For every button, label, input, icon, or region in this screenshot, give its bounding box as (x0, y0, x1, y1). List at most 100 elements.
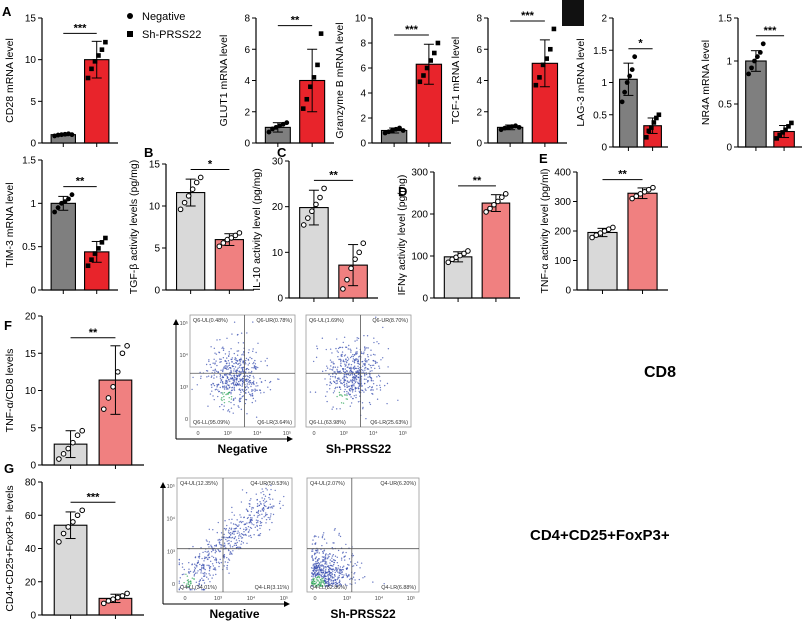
flow-event (203, 582, 206, 584)
flow-event (255, 351, 257, 354)
flow-event (263, 391, 265, 394)
flow-event (367, 386, 369, 389)
flow-event (352, 565, 355, 567)
flow-event (220, 392, 222, 394)
data-point (79, 427, 86, 434)
flow-event (387, 348, 390, 350)
flow-event (235, 362, 237, 364)
flow-event (370, 380, 373, 382)
data-point (495, 198, 501, 205)
flow-event (235, 381, 237, 383)
flow-event (187, 585, 190, 588)
flow-event (329, 553, 331, 555)
flow-event (261, 509, 264, 511)
flow-event (323, 560, 325, 562)
flow-event (344, 368, 346, 370)
flow-event (375, 316, 377, 318)
flow-event (336, 382, 339, 384)
flow-event (347, 348, 349, 350)
flow-event (223, 536, 225, 538)
y-axis-label: NR4A mRNA level (700, 40, 712, 125)
flow-event (240, 391, 242, 393)
data-point (649, 125, 654, 130)
flow-event (222, 393, 224, 395)
y-tick-label: 0.5 (22, 242, 36, 253)
flow-event (334, 366, 337, 368)
flow-event (336, 562, 339, 564)
flow-event (245, 526, 247, 529)
flow-sample-label: Negative (209, 607, 259, 621)
y-axis-label: IL-10 activity level (pg/mg) (251, 168, 263, 291)
data-point (498, 127, 504, 133)
flow-event (353, 354, 356, 356)
flow-event (332, 361, 334, 363)
data-point (465, 248, 471, 254)
flow-event (337, 347, 340, 350)
flow-event (188, 568, 190, 570)
flow-event (324, 576, 326, 578)
flow-event (319, 563, 321, 565)
flow-event (331, 546, 333, 549)
flow-event (259, 377, 261, 380)
flow-event (238, 532, 240, 534)
data-point (110, 383, 116, 390)
flow-event (336, 556, 339, 558)
y-tick-label: 300 (554, 197, 571, 208)
flow-event (357, 358, 359, 361)
data-point (220, 240, 227, 246)
flow-event (237, 530, 239, 532)
flow-event (248, 383, 250, 385)
flow-event (247, 351, 250, 354)
flow-event (347, 364, 350, 366)
flow-event (270, 513, 272, 515)
flow-event (323, 579, 326, 581)
flow-event (264, 379, 266, 382)
flow-event (327, 576, 330, 578)
flow-event (347, 358, 350, 360)
flow-event (355, 376, 357, 378)
flow-event (234, 370, 237, 373)
data-point (509, 124, 515, 129)
bar-negative (50, 202, 76, 291)
flow-event (219, 558, 221, 561)
flow-event (221, 375, 224, 378)
flow-event (326, 365, 328, 367)
flow-event (241, 354, 243, 356)
flow-event (263, 504, 266, 507)
flow-event (333, 582, 335, 585)
legend-marker-sh-prss22 (127, 31, 133, 37)
flow-event (346, 356, 349, 358)
flow-event (229, 532, 232, 534)
flow-event (260, 502, 262, 505)
flow-event (215, 558, 218, 560)
flow-y-tick: 10⁴ (167, 516, 176, 523)
flow-event (226, 568, 228, 570)
flow-event (206, 376, 208, 378)
y-tick-label: 0 (476, 139, 482, 150)
flow-event (343, 559, 346, 561)
flow-event (223, 385, 226, 387)
flow-event (209, 363, 211, 366)
flow-event (317, 585, 319, 587)
flow-event (328, 568, 330, 571)
data-point (216, 243, 223, 250)
flow-event (349, 348, 351, 350)
flow-event (239, 374, 241, 376)
data-point (428, 58, 433, 63)
flow-event (344, 365, 347, 367)
flow-event (233, 528, 235, 530)
data-point (513, 123, 518, 129)
flow-event (249, 517, 252, 519)
flow-event (255, 368, 257, 370)
data-point (56, 539, 62, 545)
flow-event (193, 578, 195, 580)
flow-event (317, 569, 320, 571)
flow-event (237, 342, 240, 344)
panel-label-a: A (2, 4, 12, 19)
flow-event (324, 558, 326, 561)
significance-label: ** (291, 15, 300, 27)
flow-event (314, 558, 317, 560)
flow-event (247, 387, 249, 389)
flow-event (249, 356, 251, 359)
